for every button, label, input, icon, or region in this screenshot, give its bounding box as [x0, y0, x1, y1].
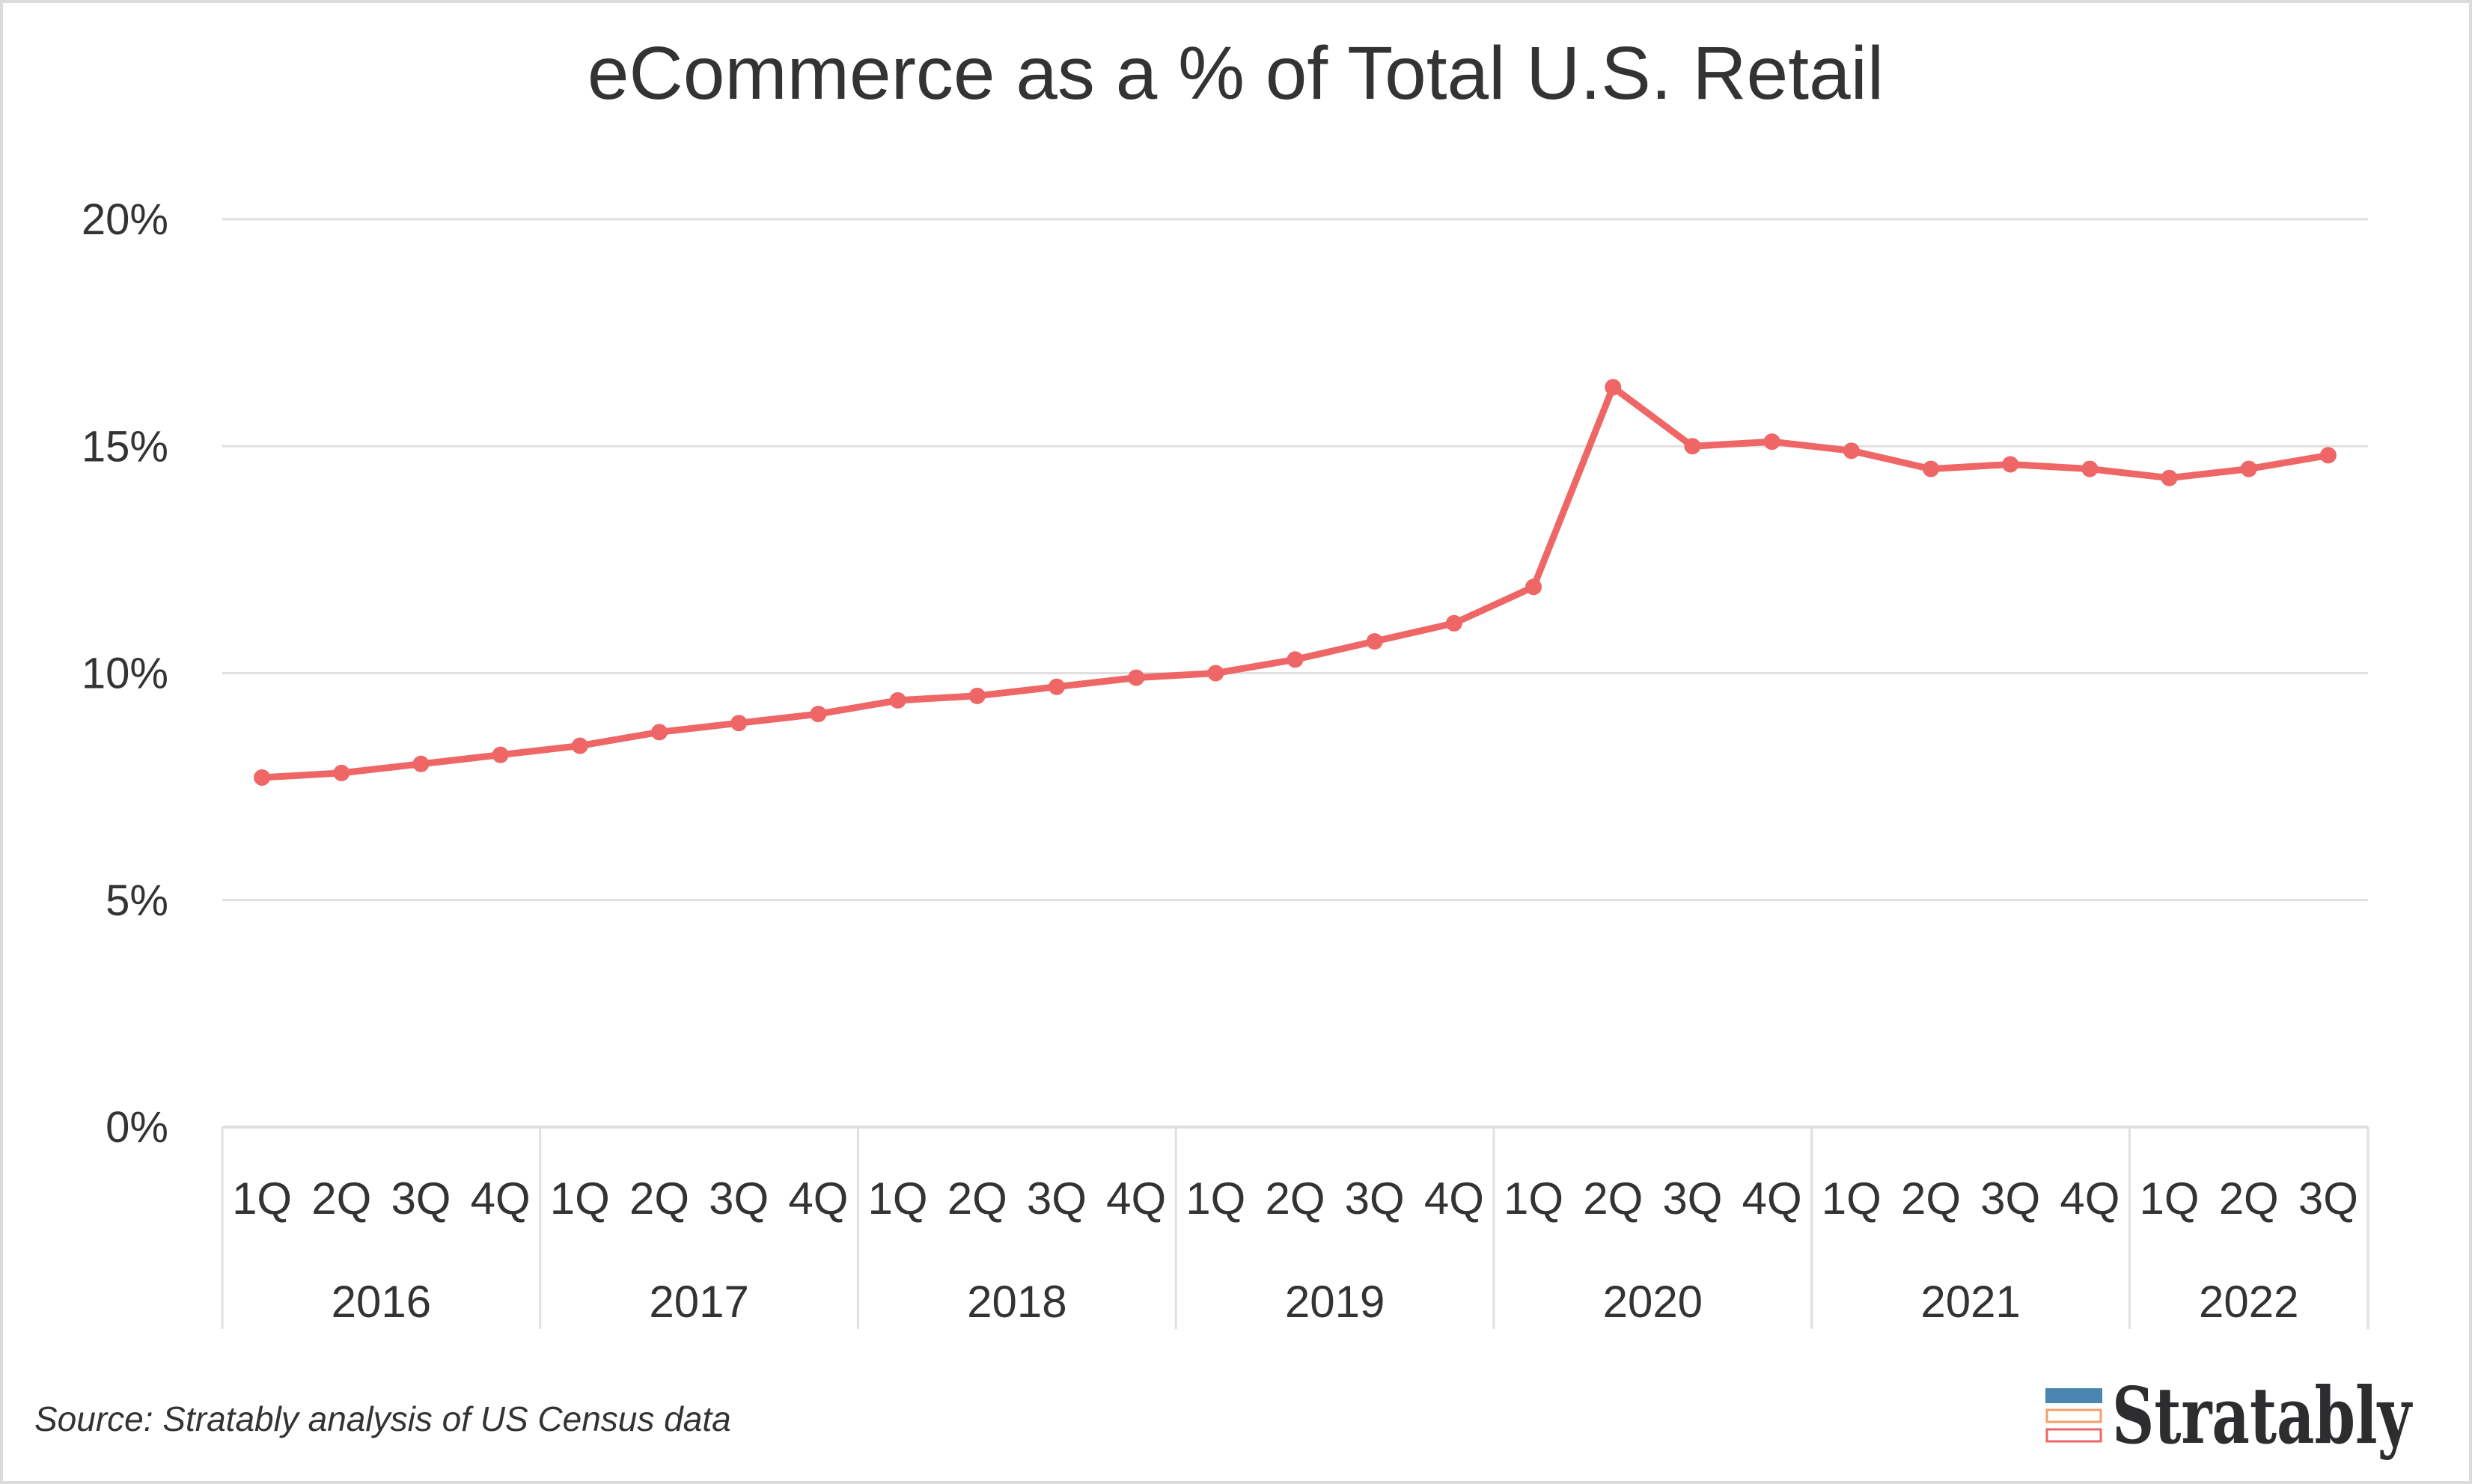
- x-tick-label-quarter: 4Q: [788, 1173, 848, 1224]
- x-tick-label-quarter: 3Q: [1345, 1173, 1405, 1224]
- x-tick-label-quarter: 4Q: [2060, 1173, 2119, 1224]
- source-note: Source: Stratably analysis of US Census …: [34, 1399, 731, 1438]
- data-point-marker: [1048, 678, 1065, 695]
- data-point-marker: [492, 746, 509, 763]
- x-tick-label-quarter: 3Q: [1027, 1173, 1087, 1224]
- logo-bar-blue: [2045, 1388, 2102, 1403]
- x-tick-label-quarter: 1Q: [1504, 1173, 1563, 1224]
- x-tick-label-year: 2016: [332, 1277, 431, 1327]
- stratably-logo: Stratably: [2045, 1370, 2413, 1462]
- data-point-marker: [1128, 669, 1145, 686]
- y-tick-label: 10%: [82, 650, 168, 698]
- series-layer: [254, 379, 2337, 786]
- x-tick-label-quarter: 1Q: [2140, 1173, 2200, 1224]
- x-tick-label-quarter: 1Q: [232, 1173, 292, 1224]
- x-tick-label-quarter: 4Q: [1106, 1173, 1166, 1224]
- data-point-marker: [651, 724, 668, 741]
- data-point-marker: [1763, 433, 1780, 451]
- x-tick-label-quarter: 1Q: [550, 1173, 610, 1224]
- data-point-marker: [2240, 460, 2257, 477]
- data-point-marker: [1605, 379, 1622, 396]
- x-tick-label-quarter: 1Q: [1822, 1173, 1882, 1224]
- data-point-marker: [333, 764, 350, 781]
- x-tick-label-year: 2021: [1920, 1277, 2020, 1327]
- data-point-marker: [968, 687, 986, 704]
- logo-wordmark: Stratably: [2112, 1370, 2413, 1462]
- x-tick-label-quarter: 3Q: [709, 1173, 769, 1224]
- data-point-marker: [1366, 633, 1383, 650]
- data-point-marker: [1445, 614, 1462, 632]
- data-point-marker: [889, 691, 906, 709]
- x-tick-label-quarter: 2Q: [1265, 1173, 1325, 1224]
- x-axis-category-table: 1Q 2Q 3Q 4Q 1Q 2Q 3Q 4Q 1Q 2Q 3Q 4Q 1Q 2Q 3Q 4Q 1Q 2Q 3Q 4Q…: [221, 1126, 2369, 1329]
- x-tick-label-quarter: 2Q: [947, 1173, 1007, 1224]
- data-point-marker: [571, 737, 588, 754]
- x-tick-label-quarter: 2Q: [311, 1173, 371, 1224]
- logo-bar-orange: [2045, 1408, 2102, 1423]
- data-point-marker: [1287, 651, 1304, 668]
- data-point-marker: [412, 755, 430, 772]
- x-tick-label-year: 2018: [967, 1277, 1066, 1327]
- x-tick-label-quarter: 4Q: [1424, 1173, 1484, 1224]
- x-tick-label-quarter: 1Q: [868, 1173, 928, 1224]
- y-tick-label: 15%: [82, 422, 168, 471]
- x-tick-label-quarter: 2Q: [629, 1173, 689, 1224]
- data-point-marker: [2081, 460, 2099, 477]
- data-point-marker: [1922, 460, 1939, 477]
- x-tick-label-year: 2022: [2199, 1277, 2298, 1327]
- data-point-marker: [2319, 447, 2337, 464]
- chart-title: eCommerce as a % of Total U.S. Retail: [588, 31, 1884, 115]
- x-tick-label-year: 2017: [649, 1277, 748, 1327]
- y-axis-labels: 0% 5% 10% 15% 20%: [82, 195, 168, 1152]
- y-tick-label: 5%: [106, 876, 168, 925]
- x-tick-label-quarter: 3Q: [391, 1173, 451, 1224]
- logo-bar-red: [2045, 1428, 2102, 1443]
- data-point-marker: [1525, 578, 1542, 596]
- data-point-marker: [1684, 438, 1701, 455]
- data-point-marker: [254, 769, 271, 786]
- x-tick-label-quarter: 2Q: [1901, 1173, 1961, 1224]
- y-tick-label: 20%: [82, 195, 168, 244]
- x-tick-label-quarter: 4Q: [1742, 1173, 1802, 1224]
- x-tick-label-year: 2020: [1603, 1277, 1703, 1327]
- x-tick-label-quarter: 3Q: [2298, 1173, 2358, 1224]
- data-point-marker: [730, 715, 748, 732]
- gridlines: [222, 218, 2368, 902]
- data-point-marker: [1843, 442, 1860, 459]
- x-tick-label-quarter: 3Q: [1662, 1173, 1722, 1224]
- y-tick-label: 0%: [106, 1103, 168, 1152]
- x-tick-label-quarter: 2Q: [1583, 1173, 1643, 1224]
- x-tick-label-year: 2019: [1285, 1277, 1385, 1327]
- x-tick-label-quarter: 4Q: [471, 1173, 531, 1224]
- data-point-marker: [2002, 456, 2019, 473]
- data-point-marker: [810, 706, 827, 723]
- data-point-marker: [1207, 665, 1224, 682]
- data-point-marker: [2161, 469, 2178, 486]
- x-tick-label-quarter: 1Q: [1185, 1173, 1245, 1224]
- x-tick-label-quarter: 3Q: [1980, 1173, 2040, 1224]
- x-tick-label-quarter: 2Q: [2219, 1173, 2279, 1224]
